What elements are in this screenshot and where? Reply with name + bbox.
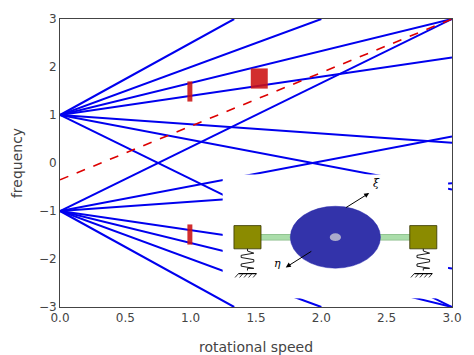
svg-text:3: 3	[49, 12, 57, 26]
svg-text:1.5: 1.5	[246, 311, 265, 325]
svg-text:0.5: 0.5	[116, 311, 135, 325]
svg-text:−1: −1	[39, 204, 57, 218]
svg-text:2: 2	[49, 60, 57, 74]
svg-text:1.0: 1.0	[181, 311, 200, 325]
svg-text:ξ: ξ	[373, 177, 380, 190]
svg-text:0.0: 0.0	[50, 311, 69, 325]
svg-text:3.0: 3.0	[442, 311, 461, 325]
svg-text:2.5: 2.5	[377, 311, 396, 325]
svg-text:−3: −3	[39, 300, 57, 314]
svg-text:1: 1	[49, 108, 57, 122]
svg-text:−2: −2	[39, 252, 57, 266]
svg-text:2.0: 2.0	[312, 311, 331, 325]
svg-text:0: 0	[49, 156, 57, 170]
svg-text:frequency: frequency	[9, 128, 25, 198]
svg-text:rotational speed: rotational speed	[199, 339, 313, 355]
svg-text:η: η	[274, 257, 281, 270]
